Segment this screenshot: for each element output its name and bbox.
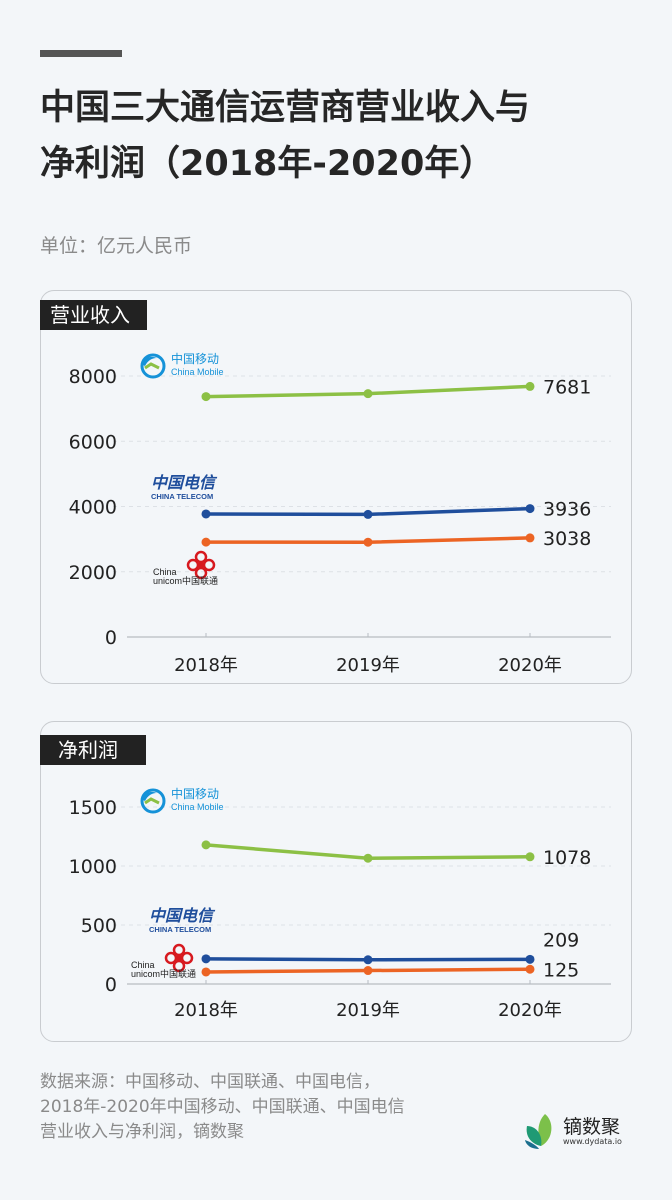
data-point[interactable]	[363, 966, 373, 976]
x-tick-label: 2020年	[498, 1000, 562, 1021]
data-point[interactable]	[525, 381, 535, 391]
svg-text:中国电信: 中国电信	[149, 906, 216, 925]
end-value-label: 3936	[543, 499, 591, 521]
svg-text:unicom中国联通: unicom中国联通	[153, 575, 218, 586]
brand-name: 镝数聚	[563, 1116, 621, 1138]
data-point[interactable]	[201, 967, 211, 977]
title-line-2: 净利润（2018年-2020年）	[40, 144, 495, 184]
x-tick-label: 2020年	[498, 655, 562, 676]
y-tick-label: 1500	[69, 797, 117, 819]
title-accent-bar	[40, 50, 122, 57]
unit-label: 单位：亿元人民币	[40, 235, 193, 257]
y-tick-label: 0	[105, 974, 117, 996]
revenue-panel: 营业收入 0 2000 4000 6000 8000 2018年 2019年 2020年 768…	[40, 290, 632, 684]
data-point[interactable]	[363, 389, 373, 399]
title-line-1: 中国三大通信运营商营业收入与	[40, 88, 531, 128]
data-point[interactable]	[201, 840, 211, 850]
data-point[interactable]	[363, 853, 373, 863]
data-point[interactable]	[201, 954, 211, 964]
end-value-label: 7681	[543, 376, 591, 398]
svg-text:中国移动: 中国移动	[171, 786, 219, 801]
revenue-tag: 营业收入	[40, 300, 147, 330]
svg-text:中国移动: 中国移动	[171, 351, 219, 366]
data-point[interactable]	[201, 509, 211, 519]
y-tick-label: 6000	[69, 431, 117, 453]
y-tick-label: 2000	[69, 562, 117, 584]
svg-text:中国电信: 中国电信	[151, 473, 218, 492]
data-point[interactable]	[525, 852, 535, 862]
brand-logo: 镝数聚 www.dydata.io	[523, 1112, 663, 1152]
y-tick-label: 500	[81, 915, 117, 937]
leaf-icon	[525, 1114, 552, 1149]
y-tick-label: 1000	[69, 856, 117, 878]
end-value-label: 125	[543, 959, 579, 981]
svg-text:China Mobile: China Mobile	[171, 367, 224, 377]
svg-text:CHINA TELECOM: CHINA TELECOM	[149, 925, 211, 934]
data-point[interactable]	[525, 504, 535, 514]
profit-tag: 净利润	[40, 735, 146, 765]
profit-line-chart: 0 500 1000 1500 2018年 2019年 2020年 1078 209 125 中国移…	[69, 786, 611, 1021]
data-point[interactable]	[201, 537, 211, 547]
source-line-1: 数据来源：中国移动、中国联通、中国电信，	[40, 1072, 380, 1092]
x-tick-label: 2019年	[336, 1000, 400, 1021]
x-tick-label: 2018年	[174, 655, 238, 676]
x-tick-label: 2018年	[174, 1000, 238, 1021]
end-value-label: 3038	[543, 528, 591, 550]
data-point[interactable]	[525, 533, 535, 543]
svg-text:China: China	[131, 960, 155, 970]
source-line-2: 2018年-2020年中国移动、中国联通、中国电信	[40, 1097, 405, 1117]
svg-text:China: China	[153, 567, 177, 577]
svg-text:unicom中国联通: unicom中国联通	[131, 968, 196, 979]
data-point[interactable]	[525, 954, 535, 964]
data-point[interactable]	[201, 392, 211, 402]
revenue-line-chart: 0 2000 4000 6000 8000 2018年 2019年 2020年 7681 3936…	[69, 351, 611, 676]
brand-url: www.dydata.io	[563, 1137, 622, 1146]
y-tick-label: 8000	[69, 366, 117, 388]
page-title: 中国三大通信运营商营业收入与 净利润（2018年-2020年）	[40, 80, 640, 192]
data-point[interactable]	[363, 509, 373, 519]
svg-text:China Mobile: China Mobile	[171, 802, 224, 812]
y-tick-label: 4000	[69, 497, 117, 519]
end-value-label: 1078	[543, 847, 591, 869]
y-tick-label: 0	[105, 627, 117, 649]
data-source: 数据来源：中国移动、中国联通、中国电信， 2018年-2020年中国移动、中国联…	[40, 1070, 480, 1145]
x-tick-label: 2019年	[336, 655, 400, 676]
data-point[interactable]	[363, 955, 373, 965]
source-line-3: 营业收入与净利润，镝数聚	[40, 1122, 244, 1142]
data-point[interactable]	[525, 964, 535, 974]
profit-panel: 净利润 0 500 1000 1500 2018年 2019年 2020年 1078 209 12…	[40, 721, 632, 1042]
svg-text:CHINA TELECOM: CHINA TELECOM	[151, 492, 213, 501]
data-point[interactable]	[363, 537, 373, 547]
end-value-label: 209	[543, 929, 579, 951]
